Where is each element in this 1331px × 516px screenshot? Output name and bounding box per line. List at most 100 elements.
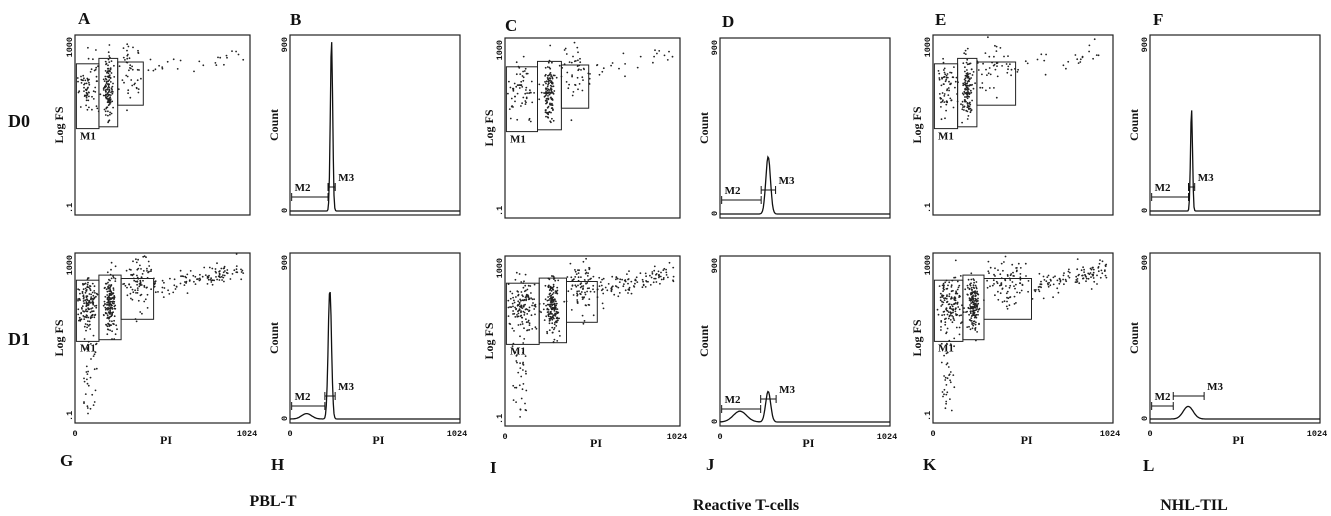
scatter-points (77, 253, 245, 415)
plot-frame (719, 37, 891, 219)
x-tick-label: 1024 (1100, 429, 1120, 439)
gate-1 (933, 279, 964, 342)
x-tick-label: 0 (930, 429, 935, 439)
row-label-d1: D1 (8, 329, 30, 349)
x-tick-label: 1024 (877, 432, 897, 442)
histogram-curve (1150, 110, 1320, 212)
panel-c: C Log FS 1000 .1 M1 (482, 16, 681, 219)
y-axis-label: Log FS (52, 319, 66, 356)
panel-e: E Log FS 1000 .1 M1 (910, 10, 1114, 216)
x-axis-label: PI (590, 436, 602, 450)
x-axis-label: PI (1021, 433, 1033, 447)
y-axis-label: Count (267, 109, 281, 141)
y-tick-label: .1 (495, 206, 505, 216)
group-label-nhl-til: NHL-TIL (1160, 497, 1228, 514)
scatter-points (507, 41, 674, 124)
y-tick-label: 900 (1140, 37, 1150, 52)
marker-label: M1 (80, 343, 96, 355)
histogram-curve (290, 291, 460, 420)
y-axis-label: Count (1127, 109, 1141, 141)
gate-1 (505, 282, 540, 345)
y-axis-label: Log FS (910, 319, 924, 356)
marker-label: M1 (938, 130, 954, 142)
y-axis-label: Count (1127, 322, 1141, 354)
gate-3 (560, 64, 590, 109)
y-axis-label: Count (267, 322, 281, 354)
panel-letter: C (505, 16, 517, 35)
panel-i: I Log FS 1000 .1 0 1024 PI M1 (482, 255, 687, 477)
y-tick-label: 1000 (923, 37, 933, 57)
y-tick-label: 900 (710, 258, 720, 273)
panels: A Log FS 1000 .1 M1 B Count 900 0 M2 M3 C Log FS 1000… (52, 9, 1327, 477)
plot-frame (74, 34, 251, 216)
y-tick-label: 900 (710, 40, 720, 55)
y-tick-label: 0 (280, 416, 290, 421)
panel-f: F Count 900 0 M2 M3 (1127, 10, 1321, 216)
x-axis-label: PI (1232, 433, 1244, 447)
y-axis-label: Log FS (482, 322, 496, 359)
y-tick-label: 0 (710, 419, 720, 424)
y-axis-label: Log FS (910, 106, 924, 143)
gate-3 (976, 61, 1017, 106)
marker-label: M1 (938, 343, 954, 355)
y-tick-label: .1 (65, 203, 75, 213)
panel-k: K Log FS 1000 .1 0 1024 PI M1 (910, 252, 1120, 474)
marker-label: M2 (1155, 391, 1171, 403)
marker-label: M1 (80, 130, 96, 142)
histogram-curve (1150, 405, 1320, 420)
marker-label: M2 (295, 391, 311, 403)
y-tick-label: .1 (65, 411, 75, 421)
gate-1 (75, 63, 100, 130)
marker-label: M2 (295, 182, 311, 194)
x-tick-label: 1024 (447, 429, 467, 439)
panel-letter: I (490, 458, 497, 477)
histogram-curve (290, 42, 460, 212)
y-tick-label: .1 (923, 203, 933, 213)
y-tick-label: .1 (495, 414, 505, 424)
y-tick-label: 1000 (495, 40, 505, 60)
marker-label: M1 (510, 133, 526, 145)
panel-letter: E (935, 10, 946, 29)
panel-a: A Log FS 1000 .1 M1 (52, 9, 251, 216)
gate-2 (537, 60, 562, 131)
row-label-d0: D0 (8, 111, 30, 131)
panel-b: B Count 900 0 M2 M3 (267, 10, 461, 216)
x-axis-label: PI (372, 433, 384, 447)
x-tick-label: 0 (287, 429, 292, 439)
y-tick-label: 0 (1140, 416, 1150, 421)
gate-3 (566, 281, 598, 323)
y-tick-label: .1 (923, 411, 933, 421)
x-tick-label: 0 (72, 429, 77, 439)
group-label-pbl-t: PBL-T (249, 493, 296, 510)
y-tick-label: 1000 (923, 255, 933, 275)
x-tick-label: 1024 (667, 432, 687, 442)
panel-g: G Log FS 1000 .1 0 1024 PI M1 (52, 252, 257, 470)
marker-label: M1 (510, 346, 526, 358)
panel-letter: G (60, 451, 73, 470)
panel-h: H Count 900 0 0 1024 PI M2 M3 (267, 252, 467, 474)
gate-3 (120, 278, 155, 320)
y-tick-label: 1000 (495, 258, 505, 278)
y-axis-label: Log FS (52, 106, 66, 143)
panel-letter: H (271, 455, 284, 474)
histogram-curve (720, 155, 890, 215)
x-tick-label: 1024 (1307, 429, 1327, 439)
y-tick-label: 900 (280, 255, 290, 270)
plot-frame (74, 252, 251, 424)
group-label-reactive-t-cells: Reactive T-cells (693, 497, 799, 514)
marker-label: M2 (1155, 182, 1171, 194)
plot-frame (1149, 34, 1321, 216)
panel-letter: J (706, 455, 715, 474)
y-tick-label: 0 (710, 211, 720, 216)
gate-3 (117, 61, 144, 106)
panel-letter: A (78, 9, 91, 28)
plot-frame (932, 252, 1114, 424)
plot-frame (1149, 252, 1321, 424)
scatter-points (76, 43, 245, 124)
gate-3 (983, 278, 1032, 320)
marker-label: M3 (338, 172, 354, 184)
x-tick-label: 0 (717, 432, 722, 442)
panel-letter: D (722, 12, 734, 31)
scatter-points (937, 36, 1100, 124)
